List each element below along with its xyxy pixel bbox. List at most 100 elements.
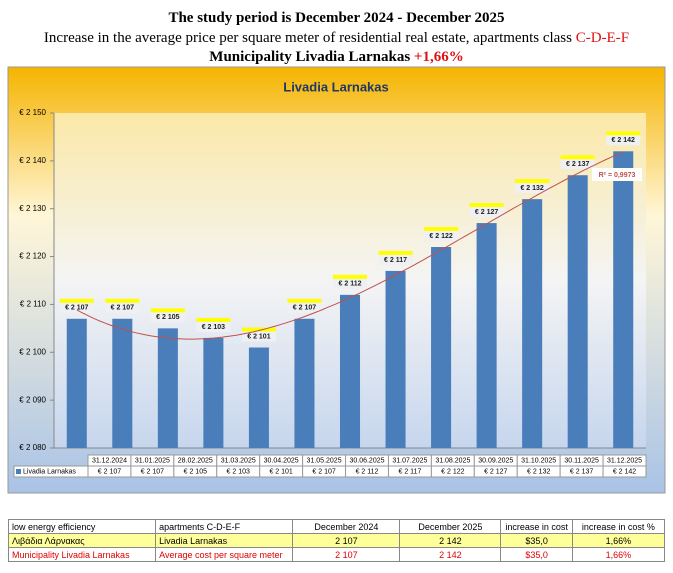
table-row: low energy efficiency apartments C-D-E-F D… <box>7 519 666 534</box>
value-label-bg <box>59 301 94 313</box>
bar <box>339 294 361 448</box>
data-table-value: € 2 122 <box>441 468 464 475</box>
y-tick-label: € 2 120 <box>19 252 46 261</box>
subtitle-text: Increase in the average price per square… <box>43 30 572 46</box>
y-tick-label: € 2 100 <box>19 347 46 356</box>
value-label-highlight <box>196 317 231 322</box>
value-label-highlight <box>287 298 322 303</box>
table-row: Λιβάδια Λάρνακας Livadia Larnakas 2 107 2 1… <box>7 533 666 548</box>
data-table-value: € 2 107 <box>98 468 121 475</box>
value-label-highlight <box>378 250 413 255</box>
table-cell: low energy efficiency <box>7 519 157 534</box>
table-cell: 1,66% <box>571 533 666 548</box>
x-tick-label: 28.02.2025 <box>178 457 213 464</box>
value-label-highlight <box>105 298 140 303</box>
value-label: € 2 137 <box>566 161 589 168</box>
bar <box>294 318 315 448</box>
summary-table: low energy efficiency apartments C-D-E-F D… <box>7 519 666 562</box>
value-label: € 2 101 <box>247 333 270 340</box>
legend-label: Livadia Larnakas <box>23 468 76 475</box>
table-cell: Λιβάδια Λάρνακας <box>7 533 157 548</box>
table-cell: $35,0 <box>500 533 573 548</box>
y-tick-label: € 2 130 <box>19 204 46 213</box>
bar <box>157 328 178 448</box>
value-label: € 2 117 <box>384 257 407 264</box>
value-label-bg <box>606 134 641 146</box>
bar <box>522 199 543 448</box>
x-tick-label: 31.12.2024 <box>92 457 127 464</box>
x-tick-label: 31.07.2025 <box>392 457 427 464</box>
value-label-bg <box>105 301 140 313</box>
value-label: € 2 107 <box>65 305 88 312</box>
y-tick-label: € 2 140 <box>19 156 46 165</box>
x-tick-label: 31.10.2025 <box>521 457 556 464</box>
bar <box>567 175 588 448</box>
value-label-highlight <box>333 274 367 279</box>
value-label-highlight <box>560 155 595 160</box>
bar <box>66 318 87 448</box>
value-label: € 2 122 <box>429 233 452 240</box>
municipality-change: +1,66% <box>413 49 464 65</box>
value-label: € 2 105 <box>156 314 179 321</box>
value-label-bg <box>515 182 550 194</box>
value-label: € 2 127 <box>475 209 498 216</box>
subtitle-class: C-D-E-F <box>575 30 630 46</box>
x-tick-label: 30.11.2025 <box>564 457 599 464</box>
y-tick-label: € 2 080 <box>19 443 46 452</box>
bar <box>385 270 406 448</box>
data-table-value: € 2 103 <box>227 468 250 475</box>
trendline <box>76 151 624 340</box>
table-cell: increase in cost % <box>571 519 666 534</box>
legend-swatch <box>16 469 21 474</box>
table-cell: 2 142 <box>399 547 502 562</box>
data-table-value: € 2 101 <box>269 468 292 475</box>
value-label: € 2 132 <box>520 185 543 192</box>
municipality: Municipality Livadia Larnakas +1,66% <box>0 49 673 66</box>
x-tick-label: 31.12.2025 <box>607 457 642 464</box>
value-label-bg <box>196 320 231 332</box>
bar <box>476 223 497 448</box>
trendline-label-bg <box>592 168 642 181</box>
data-table-value: € 2 137 <box>570 468 593 475</box>
chart-title: Livadia Larnakas <box>283 79 389 94</box>
value-label: € 2 112 <box>339 281 362 288</box>
value-label-highlight <box>59 298 94 303</box>
value-label: € 2 107 <box>293 305 316 312</box>
data-table-value: € 2 127 <box>484 468 507 475</box>
data-table-value: € 2 107 <box>312 468 335 475</box>
table-cell: Municipality Livadia Larnakas <box>7 547 157 562</box>
value-label-bg <box>424 230 459 241</box>
table-cell: apartments C-D-E-F <box>155 519 294 534</box>
y-tick-label: € 2 150 <box>19 108 46 117</box>
value-label-bg <box>241 330 276 342</box>
table-cell: 2 107 <box>292 533 401 548</box>
table-cell: 1,66% <box>571 547 666 562</box>
table-row: Municipality Livadia Larnakas Average cos… <box>7 547 666 562</box>
value-label-bg <box>560 158 595 170</box>
x-tick-label: 31.03.2025 <box>221 457 256 464</box>
y-tick-label: € 2 110 <box>20 300 47 309</box>
value-label-bg <box>150 311 185 323</box>
x-tick-label: 31.08.2025 <box>435 457 470 464</box>
data-table-cell <box>602 465 647 478</box>
table-cell: December 2025 <box>399 519 502 534</box>
value-label-bg <box>333 277 367 289</box>
trendline-label: R² = 0,9973 <box>599 172 636 179</box>
table-cell: 2 107 <box>292 547 401 562</box>
value-label: € 2 142 <box>612 137 635 144</box>
table-cell: Average cost per square meter <box>155 547 294 562</box>
bar <box>613 151 634 449</box>
table-cell: 2 142 <box>399 533 502 548</box>
value-label-highlight <box>424 227 459 231</box>
value-label-bg <box>287 301 322 313</box>
bar <box>431 247 452 448</box>
x-tick-label: 30.06.2025 <box>349 457 384 464</box>
data-table-value: € 2 132 <box>527 468 550 475</box>
table-cell: $35,0 <box>500 547 573 562</box>
data-table-value: € 2 105 <box>184 468 207 475</box>
table-cell: December 2024 <box>292 519 401 534</box>
subtitle: Increase in the average price per square… <box>0 30 673 47</box>
value-label: € 2 103 <box>202 324 225 331</box>
